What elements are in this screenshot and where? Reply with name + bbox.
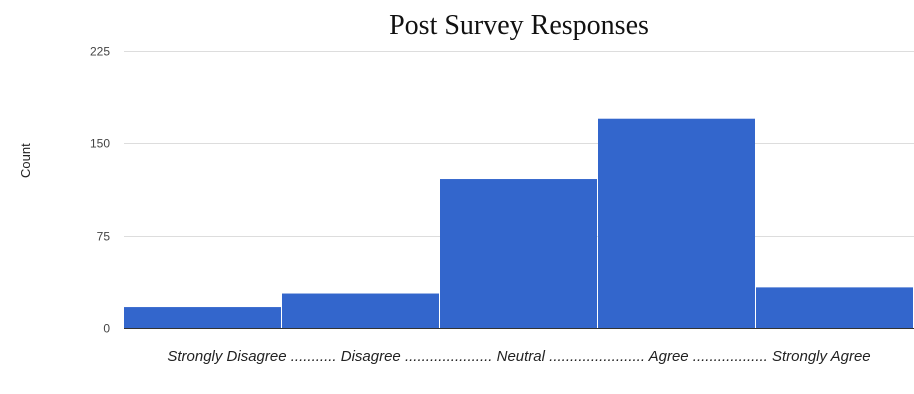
y-tick-label: 0 bbox=[103, 322, 110, 336]
y-tick-label: 150 bbox=[90, 137, 110, 151]
y-tick-label: 225 bbox=[90, 45, 110, 59]
bar-disagree bbox=[282, 294, 439, 328]
bar-agree bbox=[598, 119, 755, 328]
bars bbox=[124, 119, 913, 328]
bar-strongly-disagree bbox=[124, 307, 281, 328]
bar-strongly-agree bbox=[756, 287, 913, 328]
y-tick-labels: 0 75 150 225 bbox=[90, 45, 110, 336]
x-axis-label: Strongly Disagree ........... Disagree .… bbox=[124, 348, 914, 365]
bar-neutral bbox=[440, 179, 597, 328]
y-tick-label: 75 bbox=[97, 230, 111, 244]
